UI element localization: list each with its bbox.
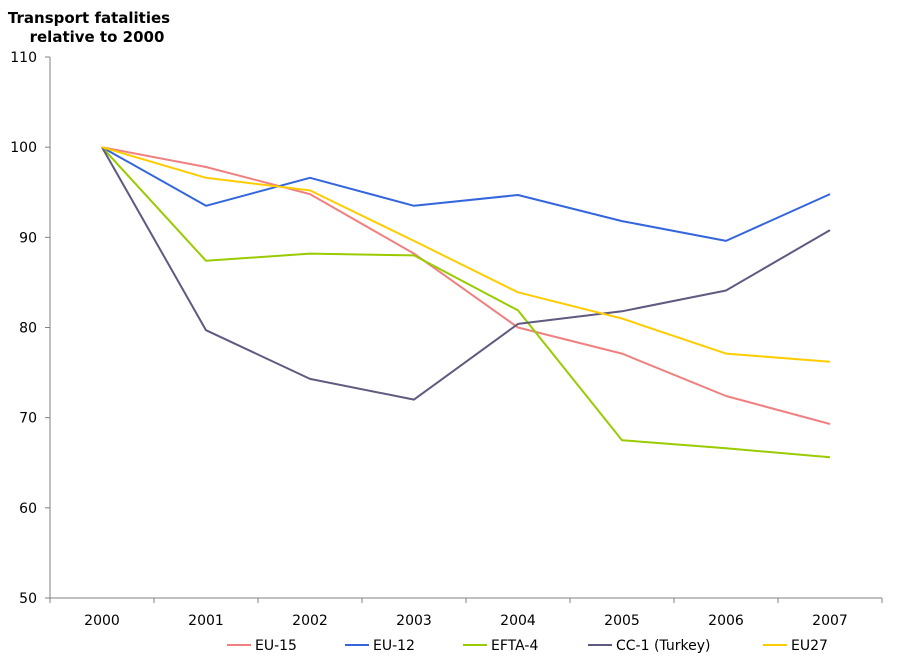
y-tick-label: 60: [19, 501, 37, 517]
x-tick-label: 2003: [396, 613, 432, 629]
series-line-eu-15: [101, 146, 831, 425]
y-tick-label: 100: [10, 140, 37, 156]
series-line-eu27: [101, 146, 831, 363]
y-tick-label: 70: [19, 411, 37, 427]
legend-label-efta-4: EFTA-4: [491, 638, 538, 654]
y-tick-label: 110: [10, 50, 37, 66]
legend-label-eu27: EU27: [791, 638, 828, 654]
y-axis-label-line-2: relative to 2000: [30, 28, 165, 46]
series-line-efta-4: [101, 146, 831, 459]
y-axis-label: Transport fatalities relative to 2000: [8, 9, 170, 46]
y-ticks: 50 60 70 80 90 100 110: [10, 50, 50, 607]
legend-label-cc-1-turkey: CC-1 (Turkey): [616, 638, 710, 654]
y-tick-label: 80: [19, 321, 37, 337]
x-tick-label: 2006: [708, 613, 744, 629]
y-axis-label-line-1: Transport fatalities: [8, 9, 170, 27]
y-tick-label: 90: [19, 230, 37, 246]
x-ticks: 2000 2001 2002 2003 2004 2005 2006 2007: [49, 598, 883, 629]
legend-label-eu-15: EU-15: [255, 638, 297, 654]
series-line-eu-12: [101, 146, 831, 242]
x-tick-label: 2005: [604, 613, 640, 629]
axes: [49, 57, 882, 599]
series-lines: [101, 146, 831, 459]
x-tick-label: 2002: [292, 613, 328, 629]
x-tick-label: 2000: [84, 613, 120, 629]
x-tick-label: 2001: [188, 613, 224, 629]
x-tick-label: 2007: [812, 613, 848, 629]
legend-label-eu-12: EU-12: [373, 638, 415, 654]
legend: EU-15 EU-12 EFTA-4 CC-1 (Turkey) EU27: [227, 638, 828, 654]
series-line-cc-1-turkey: [101, 146, 831, 401]
x-tick-label: 2004: [500, 613, 536, 629]
y-tick-label: 50: [19, 591, 37, 607]
